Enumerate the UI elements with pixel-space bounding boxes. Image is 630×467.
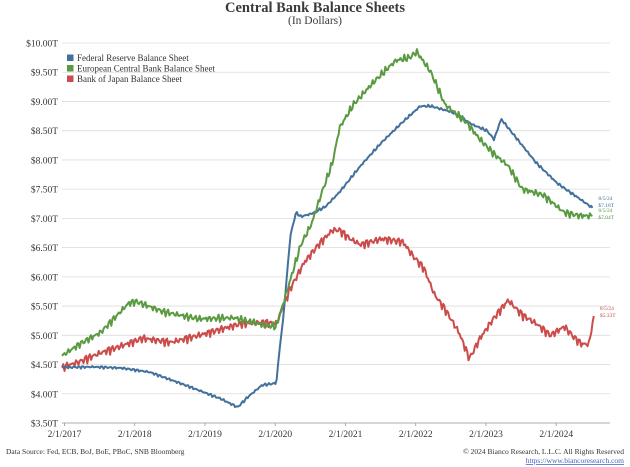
chart-subtitle: (In Dollars) — [288, 15, 342, 27]
data-source: Data Source: Fed, ECB, BoJ, BoE, PBoC, S… — [6, 447, 185, 456]
y-tick-label: $6.00T — [31, 272, 58, 283]
x-tick-label: 2/1/2017 — [48, 430, 82, 440]
end-label-value: $7.04T — [598, 214, 614, 221]
end-label-value: $7.18T — [598, 202, 614, 209]
y-tick-label: $5.50T — [31, 302, 58, 313]
x-tick-label: 2/1/2021 — [329, 430, 363, 440]
y-tick-label: $6.50T — [31, 243, 58, 254]
y-tick-label: $4.50T — [31, 360, 58, 371]
x-axis: 2/1/2017 2/1/2018 2/1/2019 2/1/2020 2/1/2021… — [48, 423, 573, 440]
x-tick-label: 2/1/2019 — [188, 430, 222, 440]
end-label-date: 8/5/24 — [598, 196, 612, 202]
end-label-date: 8/5/24 — [600, 306, 614, 312]
x-tick-label: 2/1/2024 — [539, 430, 573, 440]
legend-label: Bank of Japan Balance Sheet — [77, 74, 182, 84]
legend-label: European Central Bank Balance Sheet — [77, 64, 215, 74]
y-tick-label: $10.00T — [26, 39, 58, 50]
end-label-value: $5.33T — [600, 312, 616, 319]
series-lines — [61, 48, 595, 408]
series-line-0 — [61, 103, 594, 408]
y-tick-label: $3.50T — [31, 419, 58, 430]
y-tick-label: $7.00T — [31, 214, 58, 225]
end-label-date: 8/5/24 — [598, 208, 612, 214]
legend-swatch — [67, 75, 74, 82]
legend-swatch — [67, 54, 74, 61]
legend-swatch — [67, 65, 74, 72]
x-tick-label: 2/1/2022 — [399, 430, 433, 440]
website-link[interactable]: https://www.biancoresearch.com — [526, 456, 624, 465]
y-tick-label: $8.50T — [31, 126, 58, 137]
y-tick-label: $8.00T — [31, 155, 58, 166]
y-tick-label: $7.50T — [31, 185, 58, 196]
legend-label: Federal Reserve Balance Sheet — [77, 53, 189, 63]
x-tick-label: 2/1/2023 — [469, 430, 503, 440]
y-tick-label: $4.00T — [31, 389, 58, 400]
y-tick-label: $5.00T — [31, 331, 58, 342]
y-tick-label: $9.50T — [31, 68, 58, 79]
x-tick-label: 2/1/2020 — [258, 430, 292, 440]
x-tick-label: 2/1/2018 — [118, 430, 152, 440]
series-line-1 — [61, 48, 593, 357]
y-tick-label: $9.00T — [31, 97, 58, 108]
y-axis: $3.50T $4.00T $4.50T $5.00T $5.50T $6.00T $6.5… — [26, 39, 58, 430]
grid — [62, 42, 610, 424]
copyright: © 2024 Bianco Research, L.L.C. All Right… — [463, 447, 624, 456]
chart-title: Central Bank Balance Sheets — [225, 0, 405, 16]
series-line-2 — [61, 226, 595, 372]
